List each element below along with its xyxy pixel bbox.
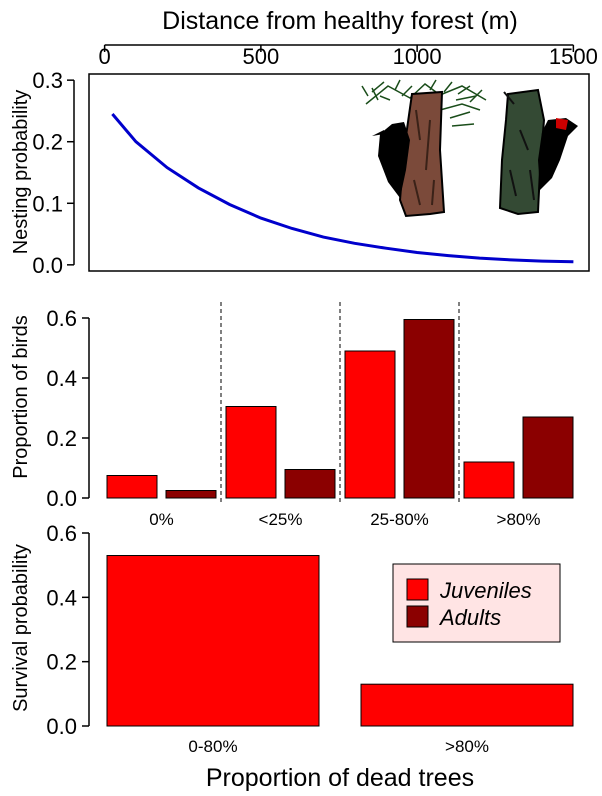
survival-y-ticks: 0.0 0.2 0.4 0.6 [46, 521, 90, 739]
bar-adults [522, 416, 574, 499]
dead-trunk-icon [498, 88, 546, 216]
bar-juveniles [344, 350, 396, 499]
bar-juveniles [106, 475, 158, 499]
woodpecker-left-icon [378, 122, 410, 198]
top-axis-tick-label: 500 [243, 44, 280, 69]
woodpecker-pine-illustration [361, 79, 487, 218]
woodpecker-right-icon [538, 118, 578, 190]
birds-category-labels: 0% <25% 25-80% >80% [149, 510, 540, 529]
legend-swatch-juveniles [406, 578, 429, 601]
survival-y-tick-label: 0.0 [46, 714, 77, 739]
survival-y-tick-label: 0.2 [46, 650, 77, 675]
top-axis-tick-label: 1000 [393, 44, 442, 69]
birds-y-tick-label: 0.4 [46, 366, 77, 391]
top-axis-ticks: 0 500 1000 1500 [99, 44, 598, 69]
bottom-axis-title: Proportion of dead trees [206, 764, 474, 792]
survival-panel: 0.0 0.2 0.4 0.6 Survival probability 0-80% >… [10, 521, 574, 792]
survival-category-labels: 0-80% >80% [188, 737, 489, 756]
birds-y-tick-label: 0.0 [46, 486, 77, 511]
birds-category-label: 25-80% [370, 510, 429, 529]
survival-bar [106, 555, 320, 727]
top-axis-tick-label: 0 [99, 44, 111, 69]
legend-label-adults: Adults [438, 605, 501, 630]
birds-category-label: >80% [497, 510, 541, 529]
birds-y-tick-label: 0.6 [46, 306, 77, 331]
bar-juveniles [463, 461, 515, 499]
birds-category-label: 0% [149, 510, 174, 529]
group-separators [220, 302, 460, 502]
birds-bars [106, 319, 574, 499]
nesting-probability-curve [111, 113, 574, 264]
nesting-y-tick-label: 0.1 [32, 191, 63, 216]
survival-category-label: >80% [445, 737, 489, 756]
survival-y-tick-label: 0.4 [46, 585, 77, 610]
bar-adults [403, 319, 455, 499]
birds-y-label: Proportion of birds [10, 315, 32, 478]
nesting-y-tick-label: 0.0 [32, 253, 63, 278]
legend: Juveniles Adults [392, 563, 561, 643]
top-axis-title: Distance from healthy forest (m) [162, 7, 518, 35]
survival-category-label: 0-80% [188, 737, 237, 756]
woodpecker-dead-tree-illustration [498, 88, 578, 216]
bar-juveniles [225, 406, 277, 499]
legend-box [392, 563, 561, 643]
nesting-y-tick-label: 0.3 [32, 68, 63, 93]
survival-y-label: Survival probability [10, 544, 32, 712]
top-axis-tick-label: 1500 [549, 44, 598, 69]
legend-swatch-adults [406, 605, 429, 628]
nesting-y-ticks: 0.0 0.1 0.2 0.3 [32, 68, 75, 278]
birds-category-label: <25% [259, 510, 303, 529]
birds-panel: 0.0 0.2 0.4 0.6 Proportion of birds 0% <25% 2… [10, 302, 574, 529]
nesting-plot-frame [88, 73, 590, 272]
bar-adults [165, 490, 217, 499]
nesting-y-label: Nesting probability [10, 90, 32, 255]
woodpecker-red-cap-icon [556, 118, 568, 130]
survival-y-tick-label: 0.6 [46, 521, 77, 546]
survival-bar [360, 683, 574, 727]
birds-y-ticks: 0.0 0.2 0.4 0.6 [46, 306, 90, 511]
legend-label-juveniles: Juveniles [439, 578, 532, 603]
pine-needles-icon [361, 79, 487, 127]
birds-y-tick-label: 0.2 [46, 426, 77, 451]
nesting-y-tick-label: 0.2 [32, 130, 63, 155]
bar-adults [284, 469, 336, 499]
nesting-panel: Distance from healthy forest (m) 0 500 100… [10, 7, 598, 278]
survival-bars [106, 555, 574, 727]
